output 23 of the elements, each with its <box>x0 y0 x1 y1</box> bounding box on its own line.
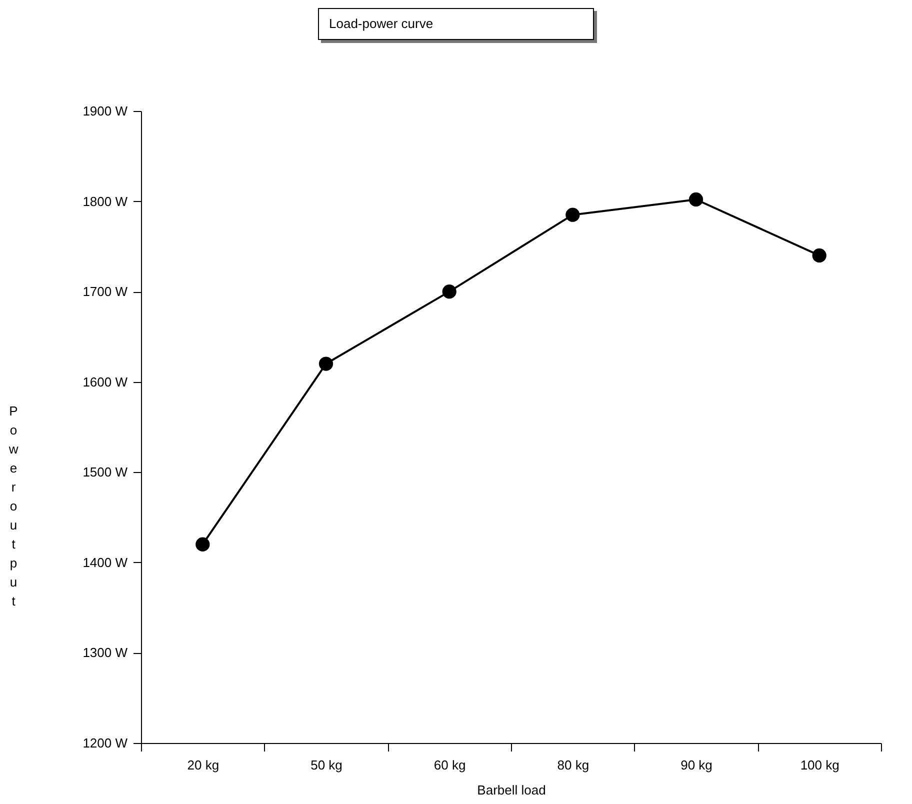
point <box>566 208 580 222</box>
x-tick-label: 20 kg <box>187 758 220 772</box>
y-tick-label: 1200 W <box>82 736 128 750</box>
point <box>442 284 456 299</box>
y-tick-label: 1500 W <box>82 464 128 480</box>
chart-title: Load-power curve <box>318 8 594 40</box>
x-tick-label: 90 kg <box>680 758 712 772</box>
point <box>812 248 826 263</box>
x-axis-title: Barbell load <box>477 782 546 798</box>
text: Power output <box>8 404 18 608</box>
y-tick-label: 1800 W <box>82 194 128 209</box>
y-tick-label: 1400 W <box>82 554 128 570</box>
x-tick-label: 80 kg <box>557 758 590 772</box>
y-tick-label: 1900 W <box>82 104 128 118</box>
x-tick-label: 100 kg <box>800 758 840 772</box>
x-tick-label: 50 kg <box>310 758 342 772</box>
y-tick-label: 1300 W <box>82 645 128 660</box>
x-tick-label: 60 kg <box>434 758 466 772</box>
point <box>688 192 704 207</box>
y-tick-label: 1700 W <box>82 284 128 300</box>
point <box>196 537 210 552</box>
point <box>318 356 334 371</box>
y-tick-label: 1600 W <box>82 374 128 390</box>
